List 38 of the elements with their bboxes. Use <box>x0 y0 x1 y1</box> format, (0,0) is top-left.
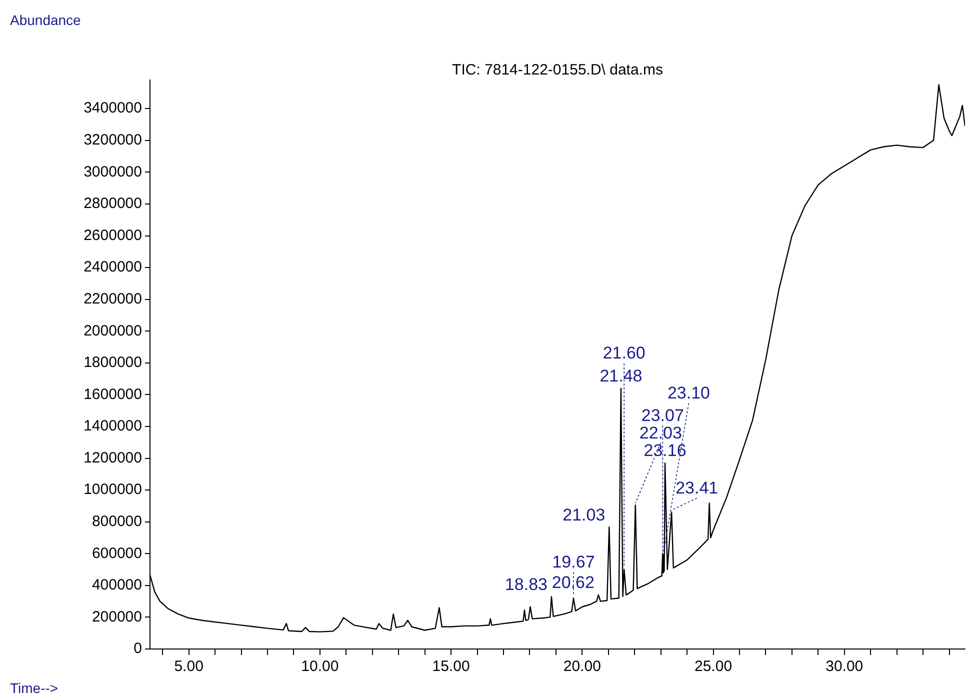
y-tick-label: 400000 <box>92 576 142 594</box>
y-tick-label: 1000000 <box>84 481 142 498</box>
y-tick-label: 1200000 <box>84 449 142 466</box>
y-tick-label: 3200000 <box>84 132 142 149</box>
annotation: 23.41 <box>676 478 718 498</box>
annotation: 21.03 <box>562 505 606 524</box>
annotation: 23.10 <box>667 383 710 402</box>
chart-title: TIC: 7814-122-0155.D\ data.ms <box>452 62 663 79</box>
annotation: 22.03 <box>639 423 682 442</box>
y-tick-label: 800000 <box>92 512 142 530</box>
y-tick-label: 0 <box>134 640 142 658</box>
x-tick-label: 20.00 <box>563 658 601 676</box>
annotation: 21.60 <box>602 344 646 363</box>
y-tick-label: 1400000 <box>84 418 142 435</box>
y-tick-label: 600000 <box>92 544 142 562</box>
y-tick-label: 1800000 <box>84 354 142 372</box>
y-tick-label: 1600000 <box>84 386 142 403</box>
y-tick-label: 2000000 <box>84 322 142 340</box>
y-tick-label: 2400000 <box>84 258 142 276</box>
y-tick-label: 200000 <box>92 608 142 626</box>
y-tick-label: 3000000 <box>84 163 142 180</box>
y-tick-label: 2600000 <box>84 226 142 244</box>
annotation: 18.83 <box>504 574 548 594</box>
annotation: 19.67 <box>552 552 595 572</box>
x-tick-label: 15.00 <box>432 658 470 676</box>
annotation: 23.07 <box>641 406 684 425</box>
y-axis-title: Abundance <box>10 12 81 28</box>
x-tick-label: 10.00 <box>301 658 339 676</box>
y-tick-label: 2800000 <box>84 195 142 212</box>
x-axis-title: Time--> <box>10 680 58 696</box>
annotation: 21.48 <box>600 366 642 386</box>
y-tick-label: 3400000 <box>84 100 142 117</box>
x-tick-label: 30.00 <box>826 658 864 676</box>
annotation: 20.62 <box>552 573 594 592</box>
y-tick-label: 2200000 <box>84 290 142 308</box>
x-tick-label: 5.00 <box>174 658 204 676</box>
x-tick-label: 25.00 <box>694 658 732 676</box>
annotation: 23.16 <box>644 441 686 460</box>
